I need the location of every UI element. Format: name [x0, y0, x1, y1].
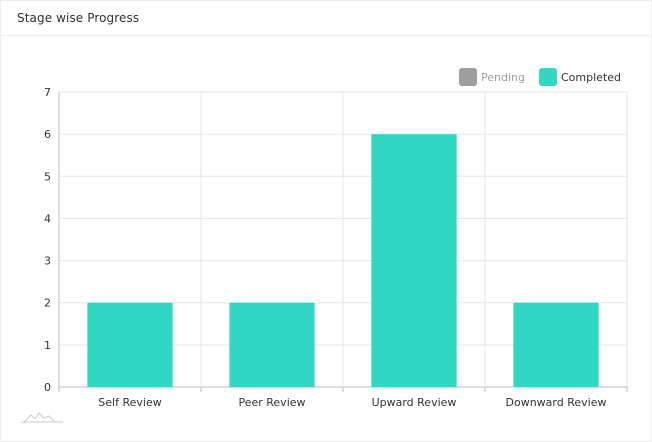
x-tick-label: Peer Review	[238, 396, 305, 409]
y-tick-label: 3	[44, 255, 51, 268]
bar-completed	[371, 134, 457, 387]
y-tick-label: 1	[44, 339, 51, 352]
card-header: Stage wise Progress	[1, 1, 651, 36]
y-tick-label: 5	[44, 170, 51, 183]
x-tick-label: Upward Review	[372, 396, 457, 409]
bars-layer	[87, 134, 599, 387]
bar-completed	[229, 302, 315, 387]
legend-swatch-completed	[539, 68, 557, 86]
legend-swatch-pending	[459, 68, 477, 86]
sparkline-icon	[21, 412, 63, 423]
y-tick-label: 7	[44, 86, 51, 99]
y-tick-label: 0	[44, 381, 51, 394]
legend-label-completed: Completed	[561, 71, 621, 84]
y-tick-label: 2	[44, 297, 51, 310]
x-tick-label: Downward Review	[506, 396, 607, 409]
bar-completed	[87, 302, 173, 387]
bar-completed	[513, 302, 599, 387]
legend: Pending Completed	[459, 68, 621, 86]
legend-label-pending: Pending	[481, 71, 525, 84]
x-tick-label: Self Review	[98, 396, 161, 409]
card-title: Stage wise Progress	[17, 11, 140, 25]
y-tick-label: 4	[44, 212, 51, 225]
y-tick-label: 6	[44, 128, 51, 141]
axis-layer: 0 1 2 3 4 5 6 7 Self Review Peer Review Upward Rev…	[44, 86, 628, 409]
